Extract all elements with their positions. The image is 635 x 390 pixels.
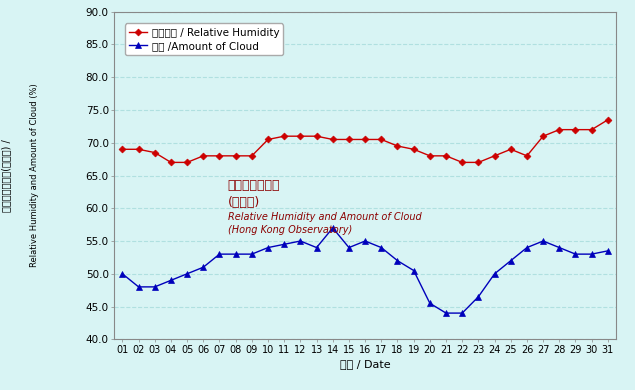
Line: 相對濕度 / Relative Humidity: 相對濕度 / Relative Humidity bbox=[120, 117, 610, 165]
雲量 /Amount of Cloud bbox=[474, 294, 482, 299]
相對濕度 / Relative Humidity bbox=[345, 137, 353, 142]
相對濕度 / Relative Humidity bbox=[458, 160, 466, 165]
雲量 /Amount of Cloud bbox=[556, 245, 563, 250]
雲量 /Amount of Cloud bbox=[199, 265, 207, 269]
相對濕度 / Relative Humidity bbox=[361, 137, 369, 142]
Line: 雲量 /Amount of Cloud: 雲量 /Amount of Cloud bbox=[119, 225, 611, 316]
相對濕度 / Relative Humidity bbox=[167, 160, 175, 165]
Text: 相對濕度及雲量(百分比) /: 相對濕度及雲量(百分比) / bbox=[1, 139, 11, 212]
相對濕度 / Relative Humidity bbox=[297, 134, 304, 138]
雲量 /Amount of Cloud bbox=[313, 245, 321, 250]
雲量 /Amount of Cloud bbox=[491, 271, 498, 276]
雲量 /Amount of Cloud bbox=[539, 239, 547, 243]
相對濕度 / Relative Humidity bbox=[556, 127, 563, 132]
雲量 /Amount of Cloud bbox=[119, 271, 126, 276]
Text: 相對濕度及雲量
(天文台): 相對濕度及雲量 (天文台) bbox=[227, 179, 280, 209]
雲量 /Amount of Cloud bbox=[345, 245, 353, 250]
相對濕度 / Relative Humidity bbox=[491, 154, 498, 158]
相對濕度 / Relative Humidity bbox=[572, 127, 579, 132]
相對濕度 / Relative Humidity bbox=[329, 137, 337, 142]
雲量 /Amount of Cloud bbox=[604, 248, 612, 253]
雲量 /Amount of Cloud bbox=[216, 252, 224, 257]
相對濕度 / Relative Humidity bbox=[184, 160, 191, 165]
相對濕度 / Relative Humidity bbox=[410, 147, 417, 152]
雲量 /Amount of Cloud bbox=[523, 245, 531, 250]
雲量 /Amount of Cloud bbox=[329, 225, 337, 230]
相對濕度 / Relative Humidity bbox=[523, 154, 531, 158]
相對濕度 / Relative Humidity bbox=[313, 134, 321, 138]
雲量 /Amount of Cloud bbox=[297, 239, 304, 243]
雲量 /Amount of Cloud bbox=[248, 252, 256, 257]
相對濕度 / Relative Humidity bbox=[604, 117, 612, 122]
雲量 /Amount of Cloud bbox=[442, 311, 450, 316]
相對濕度 / Relative Humidity bbox=[539, 134, 547, 138]
雲量 /Amount of Cloud bbox=[458, 311, 466, 316]
雲量 /Amount of Cloud bbox=[426, 301, 434, 306]
雲量 /Amount of Cloud bbox=[377, 245, 385, 250]
雲量 /Amount of Cloud bbox=[507, 258, 514, 263]
相對濕度 / Relative Humidity bbox=[474, 160, 482, 165]
相對濕度 / Relative Humidity bbox=[394, 144, 401, 148]
相對濕度 / Relative Humidity bbox=[264, 137, 272, 142]
雲量 /Amount of Cloud bbox=[394, 258, 401, 263]
雲量 /Amount of Cloud bbox=[264, 245, 272, 250]
雲量 /Amount of Cloud bbox=[588, 252, 596, 257]
相對濕度 / Relative Humidity bbox=[426, 154, 434, 158]
雲量 /Amount of Cloud bbox=[410, 268, 417, 273]
相對濕度 / Relative Humidity bbox=[119, 147, 126, 152]
相對濕度 / Relative Humidity bbox=[151, 150, 159, 155]
雲量 /Amount of Cloud bbox=[184, 271, 191, 276]
相對濕度 / Relative Humidity bbox=[507, 147, 514, 152]
雲量 /Amount of Cloud bbox=[151, 285, 159, 289]
Text: Relative Humidity and Amount of Cloud
(Hong Kong Observatory): Relative Humidity and Amount of Cloud (H… bbox=[227, 211, 422, 235]
Legend: 相對濕度 / Relative Humidity, 雲量 /Amount of Cloud: 相對濕度 / Relative Humidity, 雲量 /Amount of … bbox=[124, 23, 283, 55]
雲量 /Amount of Cloud bbox=[232, 252, 239, 257]
雲量 /Amount of Cloud bbox=[135, 285, 142, 289]
相對濕度 / Relative Humidity bbox=[135, 147, 142, 152]
相對濕度 / Relative Humidity bbox=[377, 137, 385, 142]
相對濕度 / Relative Humidity bbox=[232, 154, 239, 158]
相對濕度 / Relative Humidity bbox=[248, 154, 256, 158]
相對濕度 / Relative Humidity bbox=[199, 154, 207, 158]
Text: Relative Humidity and Amount of Cloud (%): Relative Humidity and Amount of Cloud (%… bbox=[30, 83, 39, 268]
雲量 /Amount of Cloud bbox=[361, 239, 369, 243]
相對濕度 / Relative Humidity bbox=[442, 154, 450, 158]
雲量 /Amount of Cloud bbox=[572, 252, 579, 257]
相對濕度 / Relative Humidity bbox=[216, 154, 224, 158]
X-axis label: 日期 / Date: 日期 / Date bbox=[340, 359, 391, 369]
相對濕度 / Relative Humidity bbox=[588, 127, 596, 132]
相對濕度 / Relative Humidity bbox=[281, 134, 288, 138]
雲量 /Amount of Cloud bbox=[167, 278, 175, 283]
雲量 /Amount of Cloud bbox=[281, 242, 288, 246]
